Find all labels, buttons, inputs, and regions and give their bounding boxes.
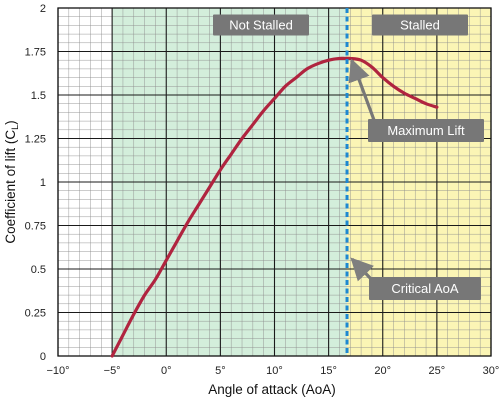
y-axis-title: Coefficient of lift (CL)	[3, 120, 20, 243]
annotation-layer: Not Stalled Stalled Maximum Lift Critical A…	[213, 14, 484, 300]
x-tick-label: −5°	[104, 365, 121, 377]
annotation-arrow-0	[348, 58, 376, 121]
y-tick-label: 1	[40, 177, 46, 189]
annotation-arrow-1	[350, 257, 375, 282]
annotation-box-1	[369, 277, 481, 300]
region-label-0: Not Stalled	[229, 18, 293, 33]
plot-frame	[57, 7, 492, 357]
x-axis-title: Angle of attack (AoA)	[208, 382, 336, 397]
annotation-label-0: Maximum Lift	[387, 123, 465, 138]
x-tick-label: −10°	[46, 365, 69, 377]
annotation-box-0	[368, 119, 484, 142]
grid-layer	[57, 7, 492, 357]
series-layer	[110, 56, 439, 358]
x-tick-label: 0°	[161, 365, 172, 377]
region-label-box-1	[372, 14, 468, 36]
annotation-label-1: Critical AoA	[391, 281, 459, 296]
y-tick-label: 0.75	[25, 221, 46, 233]
x-tick-label: 20°	[374, 365, 391, 377]
x-tick-label: 10°	[266, 365, 283, 377]
y-tick-label: 0.25	[25, 308, 46, 320]
x-tick-label: 15°	[320, 365, 337, 377]
y-tick-label: 0	[40, 351, 46, 363]
y-axis-title-suffix: )	[3, 120, 18, 125]
lift-curve-series-0	[110, 56, 439, 358]
ticks-layer: −10° −5° 0° 5° 10° 15° 20° 25° 30° 0 0.25 0.5 0.75 1 1…	[25, 3, 500, 377]
y-tick-label: 2	[40, 3, 46, 15]
y-axis-title-subscript: L	[10, 125, 20, 130]
y-tick-label: 1.25	[25, 134, 46, 146]
y-tick-label: 0.5	[31, 264, 46, 276]
y-axis-title-main: Coefficient of lift (C	[3, 130, 18, 244]
x-tick-label: 5°	[215, 365, 226, 377]
region-label-box-0	[213, 14, 309, 36]
x-tick-label: 25°	[429, 365, 446, 377]
y-tick-label: 1.75	[25, 47, 46, 59]
x-tick-label: 30°	[483, 365, 500, 377]
region-label-1: Stalled	[400, 18, 440, 33]
y-tick-label: 1.5	[31, 90, 46, 102]
